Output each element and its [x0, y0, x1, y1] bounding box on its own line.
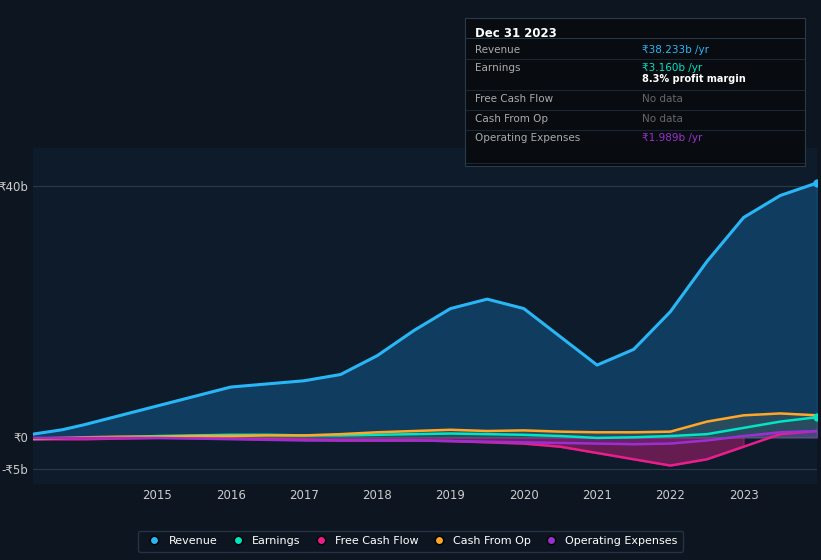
Text: No data: No data	[642, 114, 683, 124]
Text: ₹3.160b /yr: ₹3.160b /yr	[642, 63, 702, 73]
Text: No data: No data	[642, 94, 683, 104]
Text: Cash From Op: Cash From Op	[475, 114, 548, 124]
Text: Dec 31 2023: Dec 31 2023	[475, 27, 557, 40]
Text: 8.3% profit margin: 8.3% profit margin	[642, 74, 745, 85]
Text: Free Cash Flow: Free Cash Flow	[475, 94, 553, 104]
Text: ₹1.989b /yr: ₹1.989b /yr	[642, 133, 702, 143]
Text: Revenue: Revenue	[475, 45, 521, 55]
Text: Operating Expenses: Operating Expenses	[475, 133, 580, 143]
Legend: Revenue, Earnings, Free Cash Flow, Cash From Op, Operating Expenses: Revenue, Earnings, Free Cash Flow, Cash …	[138, 530, 683, 552]
Text: ₹38.233b /yr: ₹38.233b /yr	[642, 45, 709, 55]
Text: Earnings: Earnings	[475, 63, 521, 73]
